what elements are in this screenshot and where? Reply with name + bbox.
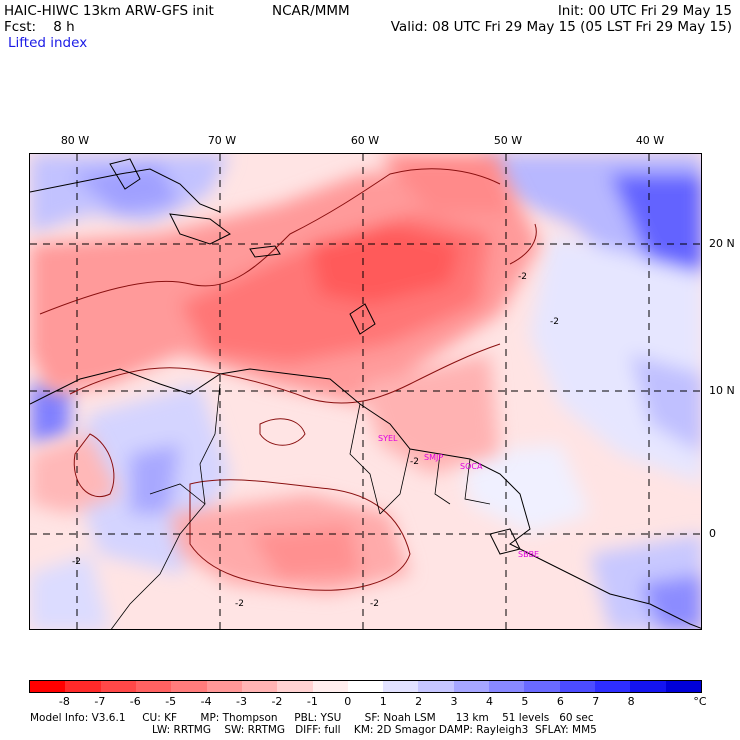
colorbar-tick-label: 2 — [415, 695, 423, 708]
colorbar-swatch — [559, 681, 595, 692]
graticule — [30, 154, 701, 629]
forecast-hour: Fcst: 8 h — [4, 19, 75, 35]
colorbar-tick-label: -7 — [94, 695, 106, 708]
valid-time: Valid: 08 UTC Fri 29 May 15 (05 LST Fri … — [390, 19, 732, 35]
colorbar-swatch — [171, 681, 207, 692]
colorbar-swatch — [524, 681, 560, 692]
model-info-line2: LW: RRTMG SW: RRTMG DIFF: full KM: 2D Sm… — [152, 724, 597, 736]
lat-label: 0 — [709, 527, 716, 540]
colorbar-tick-label: -6 — [129, 695, 141, 708]
colorbar-swatch — [418, 681, 454, 692]
contour-label: -2 — [550, 317, 559, 327]
colorbar-tick-label: -1 — [306, 695, 318, 708]
colorbar-tick-label: 3 — [450, 695, 458, 708]
colorbar-swatch — [383, 681, 419, 692]
station-label: SMJP — [424, 453, 443, 462]
country-borders — [110, 383, 491, 629]
station-label: SOCA — [460, 462, 483, 471]
station-label: SBBE — [518, 550, 539, 559]
colorbar-tick-label: 4 — [485, 695, 493, 708]
colorbar-tick-label: 8 — [627, 695, 635, 708]
contour-label: -2 — [410, 457, 419, 467]
lifted-index-map: -2 -2 -2 -2 -2 -2 SYEL SMJP SOCA SBBE — [29, 153, 702, 630]
colorbar-tick-label: 1 — [379, 695, 387, 708]
org-label: NCAR/MMM — [272, 3, 350, 19]
colorbar — [29, 680, 702, 693]
stable-regions — [30, 154, 701, 629]
lat-label: 10 N — [709, 384, 735, 397]
lon-label: 40 W — [635, 134, 665, 147]
colorbar-swatch — [100, 681, 136, 692]
colorbar-tick-label: -8 — [58, 695, 70, 708]
colorbar-swatch — [312, 681, 348, 692]
colorbar-swatch — [65, 681, 101, 692]
colorbar-swatch — [347, 681, 384, 692]
colorbar-tick-label: 7 — [592, 695, 600, 708]
colorbar-swatch — [277, 681, 313, 692]
model-title: HAIC-HIWC 13km ARW-GFS init — [4, 3, 214, 19]
colorbar-swatch — [30, 681, 66, 692]
colorbar-swatch — [241, 681, 278, 692]
colorbar-tick-label: -4 — [200, 695, 212, 708]
colorbar-swatch — [135, 681, 172, 692]
field-name: Lifted index — [8, 35, 88, 51]
contour-label: -2 — [518, 272, 527, 282]
colorbar-tick-label: -2 — [271, 695, 283, 708]
colorbar-swatch — [206, 681, 242, 692]
map-canvas: -2 -2 -2 -2 -2 -2 SYEL SMJP SOCA SBBE — [30, 154, 701, 629]
contour-label: -2 — [235, 599, 244, 609]
colorbar-swatch — [489, 681, 525, 692]
contour-label: -2 — [370, 599, 379, 609]
colorbar-tick-label: 6 — [556, 695, 564, 708]
colorbar-tick-label: -5 — [165, 695, 177, 708]
lat-label: 20 N — [709, 237, 735, 250]
contour-label: -2 — [72, 557, 81, 567]
colorbar-unit: °C — [693, 695, 707, 708]
lon-label: 80 W — [60, 134, 90, 147]
colorbar-swatch — [595, 681, 631, 692]
lon-label: 70 W — [207, 134, 237, 147]
colorbar-swatch — [665, 681, 701, 692]
model-info-line1: Model Info: V3.6.1 CU: KF MP: Thompson P… — [30, 712, 594, 724]
colorbar-tick-label: 0 — [344, 695, 352, 708]
lon-label: 50 W — [493, 134, 523, 147]
colorbar-tick-label: -3 — [236, 695, 247, 708]
colorbar-swatch — [630, 681, 666, 692]
colorbar-swatch — [453, 681, 490, 692]
station-label: SYEL — [378, 434, 398, 443]
lon-label: 60 W — [350, 134, 380, 147]
init-time: Init: 00 UTC Fri 29 May 15 — [557, 3, 732, 19]
unstable-regions — [30, 154, 540, 594]
colorbar-tick-label: 5 — [521, 695, 529, 708]
contour-lines — [39, 168, 537, 591]
